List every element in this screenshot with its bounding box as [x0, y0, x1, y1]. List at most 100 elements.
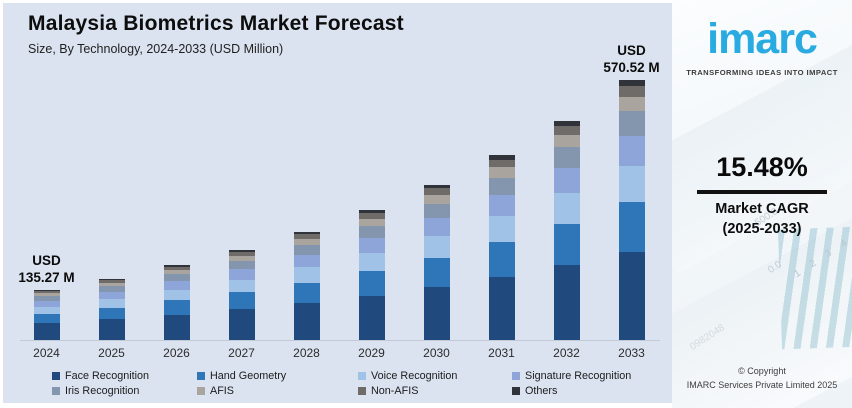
legend-label: Non-AFIS: [371, 385, 419, 397]
legend-item-face-recognition: Face Recognition: [52, 370, 197, 382]
segment-hand-geometry-2031: [488, 242, 515, 278]
x-tick-2024: 2024: [33, 346, 60, 360]
segment-face-recognition-2033: [618, 251, 645, 340]
segment-afis-2025: [98, 282, 125, 287]
segment-afis-2031: [488, 167, 515, 178]
segment-others-2031: [488, 155, 515, 160]
bar-value-label-2033: USD 570.52 M: [603, 42, 660, 75]
segment-face-recognition-2029: [358, 295, 385, 340]
bar-2032: [553, 120, 580, 340]
bar-2031: [488, 155, 515, 340]
segment-non-afis-2025: [98, 280, 125, 283]
segment-signature-recognition-2026: [163, 281, 190, 291]
legend-item-others: Others: [512, 385, 631, 397]
legend-item-afis: AFIS: [197, 385, 358, 397]
segment-others-2024: [33, 290, 60, 292]
segment-iris-recognition-2027: [228, 260, 255, 270]
segment-non-afis-2032: [553, 125, 580, 136]
segment-signature-recognition-2033: [618, 135, 645, 166]
imarc-tagline: TRANSFORMING IDEAS INTO IMPACT: [686, 68, 838, 77]
segment-face-recognition-2025: [98, 319, 125, 340]
chart-subtitle: Size, By Technology, 2024-2033 (USD Mill…: [28, 42, 284, 56]
segment-signature-recognition-2025: [98, 291, 125, 299]
segment-iris-recognition-2031: [488, 177, 515, 196]
legend-swatch-afis: [197, 387, 205, 395]
segment-voice-recognition-2029: [358, 252, 385, 272]
cagr-underline: [697, 190, 827, 194]
segment-face-recognition-2030: [423, 287, 450, 340]
segment-iris-recognition-2032: [553, 147, 580, 168]
legend-item-signature-recognition: Signature Recognition: [512, 370, 631, 382]
copyright: © Copyright IMARC Services Private Limit…: [672, 365, 852, 393]
segment-non-afis-2031: [488, 159, 515, 168]
segment-voice-recognition-2031: [488, 216, 515, 243]
segment-voice-recognition-2024: [33, 306, 60, 314]
segment-hand-geometry-2025: [98, 307, 125, 320]
bar-2028: [293, 231, 320, 340]
x-tick-2033: 2033: [618, 346, 645, 360]
x-tick-2028: 2028: [293, 346, 320, 360]
segment-hand-geometry-2024: [33, 313, 60, 323]
x-tick-2029: 2029: [358, 346, 385, 360]
cagr-period: (2025-2033): [722, 221, 802, 237]
segment-afis-2029: [358, 218, 385, 226]
copyright-line1: © Copyright: [738, 366, 786, 376]
segment-afis-2032: [553, 135, 580, 148]
segment-signature-recognition-2024: [33, 300, 60, 307]
segment-signature-recognition-2030: [423, 218, 450, 237]
segment-voice-recognition-2026: [163, 290, 190, 301]
segment-voice-recognition-2027: [228, 279, 255, 293]
segment-non-afis-2030: [423, 188, 450, 196]
segment-iris-recognition-2033: [618, 111, 645, 136]
segment-non-afis-2028: [293, 233, 320, 239]
legend-item-hand-geometry: Hand Geometry: [197, 370, 358, 382]
chart-title: Malaysia Biometrics Market Forecast: [28, 12, 404, 35]
segment-others-2028: [293, 231, 320, 234]
segment-others-2032: [553, 120, 580, 126]
bar-2024: [33, 290, 60, 340]
legend-label: Iris Recognition: [65, 385, 140, 397]
bar-2025: [98, 278, 125, 340]
segment-others-2027: [228, 249, 255, 252]
bar-2029: [358, 210, 385, 340]
bar-value-label-2024: USD 135.27 M: [18, 253, 75, 285]
legend-swatch-hand-geometry: [197, 372, 205, 380]
segment-hand-geometry-2030: [423, 257, 450, 288]
segment-non-afis-2026: [163, 267, 190, 271]
copyright-line2: IMARC Services Private Limited 2025: [686, 379, 838, 390]
segment-non-afis-2027: [228, 251, 255, 256]
legend-label: Signature Recognition: [525, 370, 632, 382]
legend-item-iris-recognition: Iris Recognition: [52, 385, 197, 397]
cagr-value: 15.48%: [716, 152, 808, 182]
segment-face-recognition-2028: [293, 303, 320, 340]
segment-afis-2028: [293, 238, 320, 245]
bar-2030: [423, 184, 450, 340]
legend-label: Voice Recognition: [371, 370, 458, 382]
segment-afis-2026: [163, 270, 190, 275]
segment-signature-recognition-2032: [553, 167, 580, 194]
x-tick-2026: 2026: [163, 346, 190, 360]
legend-swatch-iris-recognition: [52, 387, 60, 395]
segment-iris-recognition-2030: [423, 203, 450, 219]
segment-afis-2024: [33, 293, 60, 297]
x-tick-2027: 2027: [228, 346, 255, 360]
segment-voice-recognition-2033: [618, 165, 645, 203]
segment-hand-geometry-2028: [293, 282, 320, 304]
segment-iris-recognition-2024: [33, 296, 60, 301]
legend-label: Others: [525, 385, 558, 397]
legend-label: AFIS: [210, 385, 234, 397]
segment-hand-geometry-2029: [358, 271, 385, 296]
legend: Face Recognition Hand Geometry Voice Recog…: [52, 370, 631, 397]
x-axis-line: [20, 340, 660, 341]
legend-swatch-voice-recognition: [358, 372, 366, 380]
segment-voice-recognition-2028: [293, 267, 320, 283]
segment-face-recognition-2031: [488, 277, 515, 340]
segment-hand-geometry-2027: [228, 292, 255, 310]
segment-afis-2030: [423, 195, 450, 204]
segment-face-recognition-2027: [228, 309, 255, 340]
legend-label: Face Recognition: [65, 370, 150, 382]
bar-2027: [228, 249, 255, 340]
segment-others-2030: [423, 184, 450, 189]
legend-label: Hand Geometry: [210, 370, 287, 382]
